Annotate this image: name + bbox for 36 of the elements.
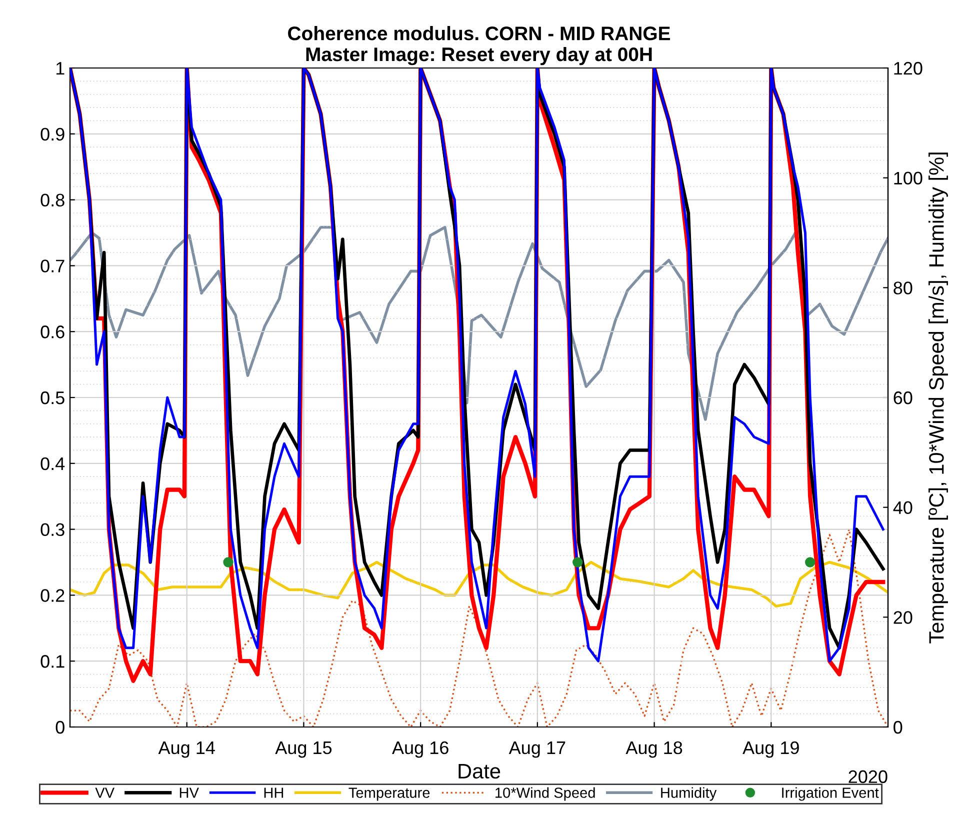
x-tick-label: Aug 19: [742, 741, 799, 758]
y2-tick-label: 60: [894, 391, 912, 404]
chart-title: Coherence modulus. CORN - MID RANGE: [288, 26, 670, 40]
legend-label: Irrigation Event: [782, 787, 879, 801]
y-tick-label: 0.1: [40, 655, 64, 668]
y2-tick-label: 80: [894, 282, 912, 294]
legend-label: Temperature: [348, 788, 430, 801]
x-tick-label: Aug 14: [158, 742, 215, 758]
y2-tick-label: 20: [894, 611, 912, 624]
y-tick-label: 0.5: [40, 391, 64, 404]
legend-label: HH: [264, 788, 284, 798]
y2-tick-label: 40: [893, 501, 912, 514]
chart-subtitle: Master Image: Reset every day at 00H: [306, 46, 652, 66]
legend-label: 10*Wind Speed: [496, 787, 595, 801]
y-tick-label: 0.6: [40, 326, 64, 338]
y-tick-label: 1: [56, 62, 64, 75]
y-tick-label: 0.3: [40, 523, 64, 536]
y2-tick-label: 100: [894, 172, 922, 185]
y-tick-label: 0.8: [40, 194, 64, 207]
text: 2020: [848, 770, 888, 784]
x-axis-title: Date: [458, 764, 500, 779]
y2-tick-label: 0: [894, 720, 902, 734]
y-tick-label: 0.4: [40, 457, 65, 470]
x-tick-label: Aug 15: [275, 742, 332, 758]
x-tick-label: Aug 16: [392, 741, 448, 758]
y2-tick-label: 120: [894, 62, 922, 75]
x-tick-label: Aug 17: [508, 742, 566, 758]
y-tick-label: 0.9: [40, 128, 64, 141]
y-tick-label: 0.2: [40, 589, 64, 602]
legend-label: VV: [95, 788, 115, 798]
y2-axis-title: Temperature [ºC], 10*Wind Speed [m/s], Humidity [%]: [928, 152, 948, 644]
y-tick-label: 0: [56, 720, 64, 734]
x-tick-label: Aug 18: [626, 741, 682, 758]
y-tick-label: 0.7: [40, 260, 64, 272]
legend-label: HV: [180, 788, 199, 798]
legend-label: Humidity: [661, 787, 717, 801]
